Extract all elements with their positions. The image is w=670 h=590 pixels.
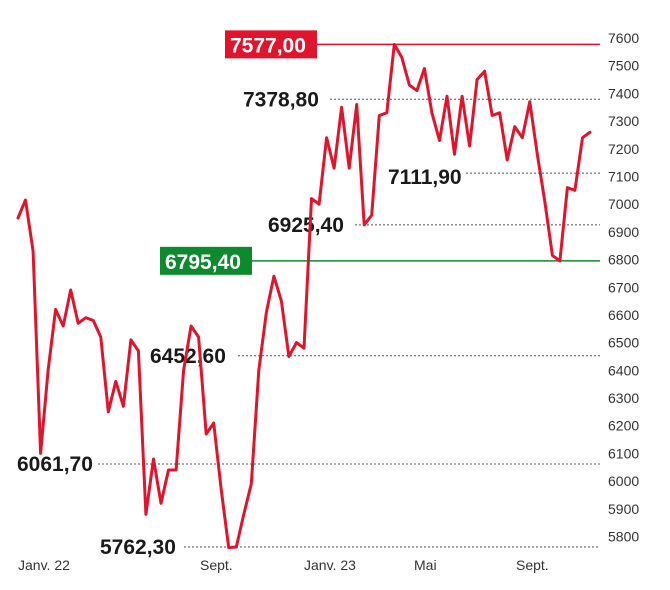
y-tick-label: 5800 [608, 529, 639, 545]
y-tick-label: 7200 [608, 141, 639, 157]
reference-label: 6795,40 [165, 251, 241, 274]
x-tick-label: Janv. 23 [304, 557, 356, 573]
x-tick-label: Janv. 22 [18, 557, 70, 573]
x-tick-label: Sept. [516, 557, 549, 573]
y-tick-label: 6900 [608, 224, 639, 240]
y-tick-label: 5900 [608, 501, 639, 517]
reference-label: 7577,00 [230, 34, 306, 57]
y-tick-label: 7000 [608, 196, 639, 212]
reference-label-box [225, 30, 317, 59]
annotation-label: 5762,30 [100, 536, 176, 559]
y-tick-label: 6200 [608, 418, 639, 434]
y-tick-label: 6700 [608, 279, 639, 295]
y-tick-label: 6100 [608, 445, 639, 461]
y-tick-label: 7400 [608, 85, 639, 101]
y-tick-label: 6000 [608, 473, 639, 489]
y-tick-label: 7500 [608, 58, 639, 74]
reference-label-box [160, 246, 252, 275]
y-tick-label: 7600 [608, 30, 639, 46]
y-tick-label: 6500 [608, 335, 639, 351]
annotation-label: 7378,80 [243, 88, 319, 111]
x-tick-label: Sept. [200, 557, 233, 573]
price-series-line [16, 42, 592, 550]
y-tick-label: 7100 [608, 168, 639, 184]
y-tick-label: 6400 [608, 362, 639, 378]
annotation-label: 6061,70 [17, 453, 93, 476]
x-tick-label: Mai [414, 557, 437, 573]
annotation-label: 7111,90 [388, 166, 462, 189]
annotation-label: 6452,60 [150, 345, 226, 368]
y-tick-label: 6300 [608, 390, 639, 406]
y-tick-label: 6600 [608, 307, 639, 323]
y-tick-label: 6800 [608, 252, 639, 268]
y-tick-label: 7300 [608, 113, 639, 129]
annotation-label: 6925,40 [268, 214, 344, 237]
